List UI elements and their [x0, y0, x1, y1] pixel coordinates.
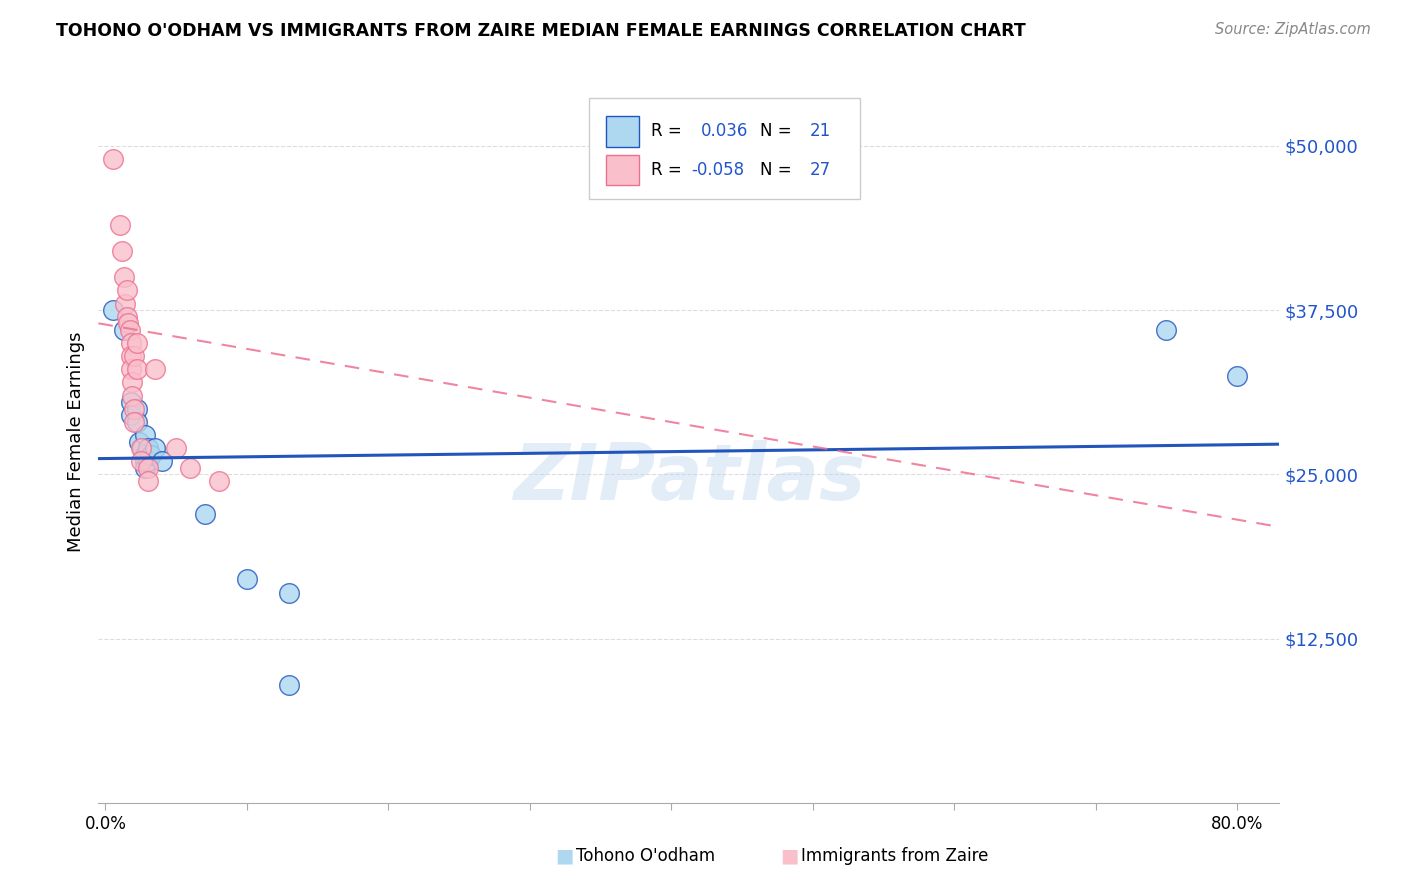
- Text: 21: 21: [810, 122, 831, 140]
- Point: [118, 323, 141, 337]
- Point: [101, 303, 124, 318]
- Point: [125, 336, 148, 351]
- Point: [112, 270, 135, 285]
- Point: [128, 434, 150, 449]
- Point: [150, 454, 173, 468]
- Point: [278, 677, 301, 691]
- Point: [208, 474, 231, 488]
- Point: [115, 310, 138, 324]
- Text: -0.058: -0.058: [692, 161, 744, 179]
- Text: 0.036: 0.036: [700, 122, 748, 140]
- Text: R =: R =: [651, 122, 688, 140]
- Point: [121, 376, 143, 390]
- Text: ZIPatlas: ZIPatlas: [513, 440, 865, 516]
- Point: [125, 415, 148, 429]
- Point: [117, 316, 139, 330]
- Point: [120, 336, 142, 351]
- Point: [122, 415, 145, 429]
- Point: [125, 362, 148, 376]
- Point: [179, 460, 201, 475]
- Point: [136, 441, 159, 455]
- Point: [114, 296, 136, 310]
- Point: [136, 474, 159, 488]
- Text: N =: N =: [759, 161, 797, 179]
- Text: ■: ■: [555, 847, 574, 866]
- Text: TOHONO O'ODHAM VS IMMIGRANTS FROM ZAIRE MEDIAN FEMALE EARNINGS CORRELATION CHART: TOHONO O'ODHAM VS IMMIGRANTS FROM ZAIRE …: [56, 22, 1026, 40]
- Point: [278, 585, 301, 599]
- Y-axis label: Median Female Earnings: Median Female Earnings: [66, 331, 84, 552]
- Point: [134, 454, 156, 468]
- Point: [1226, 368, 1249, 383]
- Point: [122, 401, 145, 416]
- Point: [143, 362, 166, 376]
- Point: [112, 323, 135, 337]
- FancyBboxPatch shape: [606, 117, 640, 147]
- Point: [115, 284, 138, 298]
- Text: 27: 27: [810, 161, 831, 179]
- Point: [139, 448, 162, 462]
- Text: N =: N =: [759, 122, 797, 140]
- Text: R =: R =: [651, 161, 688, 179]
- Point: [108, 218, 131, 232]
- FancyBboxPatch shape: [606, 154, 640, 185]
- Point: [129, 454, 152, 468]
- Point: [111, 244, 134, 258]
- Point: [1156, 323, 1178, 337]
- Point: [101, 152, 124, 166]
- Point: [120, 409, 142, 423]
- Point: [165, 441, 187, 455]
- Point: [120, 349, 142, 363]
- Point: [125, 401, 148, 416]
- Text: ■: ■: [780, 847, 799, 866]
- Point: [129, 441, 152, 455]
- Point: [136, 460, 159, 475]
- Point: [120, 362, 142, 376]
- Text: Immigrants from Zaire: Immigrants from Zaire: [801, 847, 988, 865]
- FancyBboxPatch shape: [589, 98, 860, 200]
- Point: [121, 388, 143, 402]
- Point: [236, 573, 259, 587]
- Point: [134, 448, 156, 462]
- Point: [134, 460, 156, 475]
- Text: Tohono O'odham: Tohono O'odham: [576, 847, 716, 865]
- Point: [131, 441, 153, 455]
- Point: [120, 395, 142, 409]
- Text: Source: ZipAtlas.com: Source: ZipAtlas.com: [1215, 22, 1371, 37]
- Point: [134, 428, 156, 442]
- Point: [122, 349, 145, 363]
- Point: [193, 507, 215, 521]
- Point: [143, 441, 166, 455]
- Point: [136, 454, 159, 468]
